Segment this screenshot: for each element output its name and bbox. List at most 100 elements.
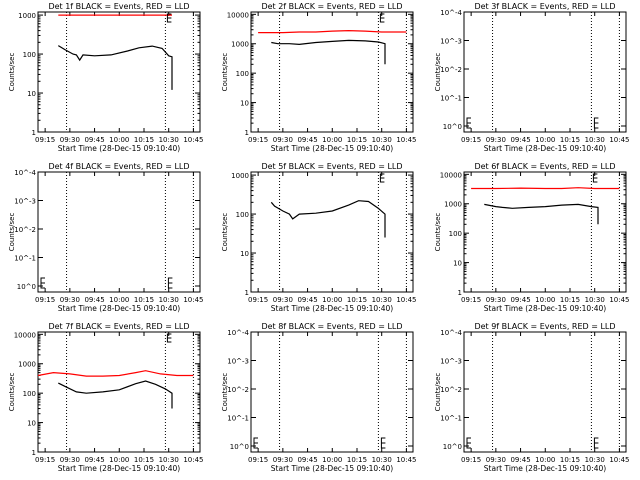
y-tick-label: 1000	[231, 41, 249, 49]
plot-frame	[37, 171, 201, 293]
x-tick-label: 10:00	[535, 296, 555, 304]
x-tick-label: 09:45	[297, 296, 317, 304]
y-tick-label: 10000	[440, 171, 462, 179]
y-tick-label: 10^-2	[440, 66, 462, 74]
plot-frame	[463, 331, 627, 453]
x-tick-label: 10:00	[109, 136, 129, 144]
x-tick-label: 09:15	[35, 136, 55, 144]
x-tick-label: 10:30	[372, 456, 392, 464]
y-tick-label: 10	[240, 250, 249, 258]
x-tick-label: 09:15	[35, 456, 55, 464]
panel-9: Det 9f BLACK = Events, RED = LLD 09:15 09:…	[434, 322, 630, 473]
interval-marker	[40, 277, 45, 289]
plot-frame	[250, 11, 414, 133]
x-tick-label: 10:45	[396, 456, 416, 464]
panel-title: Det 4f BLACK = Events, RED = LLD	[48, 162, 189, 171]
plot-frame	[37, 11, 201, 133]
plot-frame	[250, 171, 414, 293]
y-tick-label: 10^-2	[14, 226, 36, 234]
x-axis-label: Start Time (28-Dec-15 09:10:40)	[271, 304, 393, 313]
events-series-line	[484, 203, 599, 225]
y-tick-label: 10^0	[230, 443, 249, 451]
y-tick-label: 10^0	[443, 123, 462, 131]
interval-marker	[166, 333, 172, 343]
x-tick-label: 09:15	[248, 456, 268, 464]
x-tick-label: 10:15	[134, 456, 154, 464]
events-series-line	[58, 380, 173, 409]
x-tick-label: 10:30	[585, 456, 605, 464]
y-tick-label: 1	[458, 289, 462, 297]
x-tick-label: 10:15	[134, 296, 154, 304]
panel-2: Det 2f BLACK = Events, RED = LLD 09:15 09:…	[221, 2, 417, 153]
y-tick-label: 10	[240, 100, 249, 108]
y-tick-label: 1000	[18, 12, 36, 20]
x-tick-label: 10:15	[560, 136, 580, 144]
x-tick-label: 10:30	[159, 456, 179, 464]
x-tick-label: 09:15	[248, 296, 268, 304]
y-tick-label: 10^-4	[440, 329, 462, 337]
x-tick-label: 10:30	[159, 296, 179, 304]
y-tick-label: 10	[27, 90, 36, 98]
y-tick-label: 10^0	[443, 443, 462, 451]
panel-5: Det 5f BLACK = Events, RED = LLD 09:15 09:…	[221, 162, 417, 313]
panel-title: Det 8f BLACK = Events, RED = LLD	[261, 322, 402, 331]
plot-frame	[37, 331, 201, 453]
y-tick-label: 10^-3	[14, 198, 36, 206]
x-tick-label: 09:30	[273, 456, 293, 464]
x-tick-label: 09:45	[510, 456, 530, 464]
x-axis-label: Start Time (28-Dec-15 09:10:40)	[484, 144, 606, 153]
panel-title: Det 7f BLACK = Events, RED = LLD	[48, 322, 189, 331]
interval-marker	[379, 173, 385, 183]
y-tick-label: 1	[32, 129, 36, 137]
x-tick-label: 10:00	[322, 296, 342, 304]
x-tick-label: 09:45	[510, 296, 530, 304]
y-axis-label: Counts/sec	[434, 213, 442, 252]
x-tick-label: 10:45	[609, 296, 629, 304]
x-tick-label: 09:30	[60, 456, 80, 464]
x-axis-label: Start Time (28-Dec-15 09:10:40)	[484, 464, 606, 473]
interval-marker	[593, 117, 599, 129]
x-axis-label: Start Time (28-Dec-15 09:10:40)	[271, 464, 393, 473]
panel-1: Det 1f BLACK = Events, RED = LLD 09:15 09:…	[8, 2, 204, 153]
y-tick-label: 100	[236, 211, 249, 219]
x-tick-label: 10:15	[560, 296, 580, 304]
x-axis-label: Start Time (28-Dec-15 09:10:40)	[484, 304, 606, 313]
x-tick-label: 09:30	[60, 136, 80, 144]
panel-7: Det 7f BLACK = Events, RED = LLD 09:15 09:…	[8, 322, 204, 473]
y-tick-label: 100	[23, 390, 36, 398]
x-tick-label: 10:15	[347, 456, 367, 464]
y-tick-label: 10^0	[17, 283, 36, 291]
y-axis-label: Counts/sec	[221, 213, 229, 252]
x-axis-label: Start Time (28-Dec-15 09:10:40)	[58, 464, 180, 473]
x-tick-label: 09:45	[84, 296, 104, 304]
x-tick-label: 10:45	[396, 296, 416, 304]
x-tick-label: 09:30	[273, 296, 293, 304]
interval-marker	[253, 437, 258, 449]
y-axis-label: Counts/sec	[221, 53, 229, 92]
lld-series-line	[258, 29, 407, 34]
x-tick-label: 10:00	[322, 456, 342, 464]
y-tick-label: 10^-4	[440, 9, 462, 17]
x-axis-label: Start Time (28-Dec-15 09:10:40)	[58, 304, 180, 313]
y-axis-label: Counts/sec	[8, 373, 16, 412]
events-series-line	[57, 45, 173, 90]
interval-marker	[593, 437, 599, 449]
y-axis-label: Counts/sec	[8, 53, 16, 92]
y-tick-label: 10000	[227, 11, 249, 19]
x-tick-label: 09:45	[297, 136, 317, 144]
x-tick-label: 10:30	[159, 136, 179, 144]
x-tick-label: 10:00	[109, 296, 129, 304]
y-tick-label: 1000	[18, 361, 36, 369]
interval-marker	[167, 277, 173, 289]
x-tick-label: 10:45	[183, 296, 203, 304]
x-tick-label: 10:00	[322, 136, 342, 144]
x-tick-label: 09:45	[297, 456, 317, 464]
y-axis-label: Counts/sec	[434, 53, 442, 92]
y-tick-label: 10^-1	[440, 415, 462, 423]
lld-series-line	[471, 187, 620, 190]
y-tick-label: 10^-1	[227, 415, 249, 423]
x-tick-label: 09:30	[273, 136, 293, 144]
x-tick-label: 09:15	[461, 296, 481, 304]
x-tick-label: 09:15	[461, 456, 481, 464]
